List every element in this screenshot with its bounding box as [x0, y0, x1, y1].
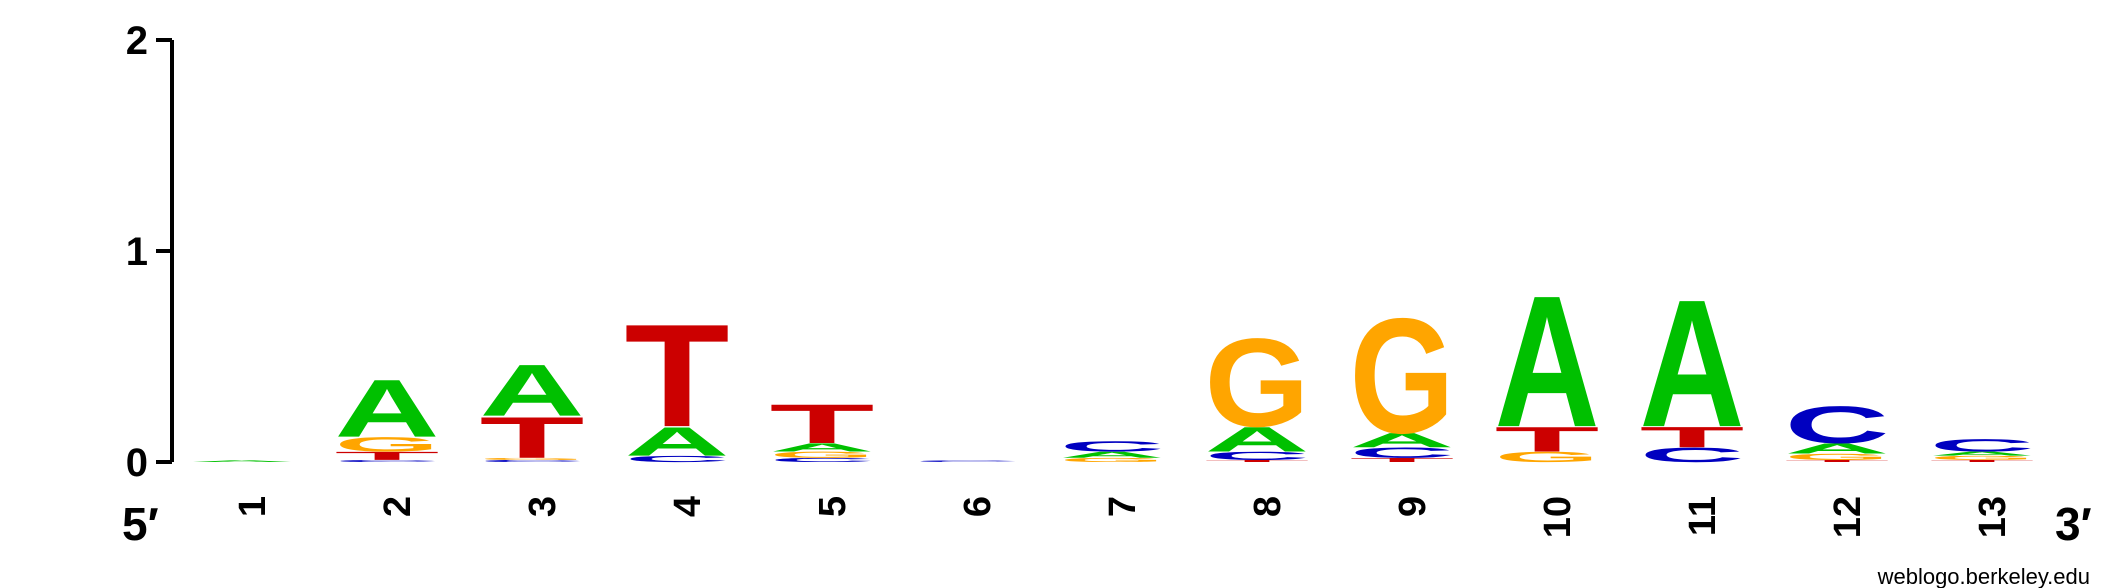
logo-letter-T: T	[1930, 459, 2035, 462]
position-label: 7	[1102, 496, 1144, 517]
logo-letter-C: C	[1350, 444, 1455, 460]
logo-letter-C: C	[1639, 444, 1744, 467]
logo-letter-A: A	[1204, 420, 1309, 459]
logo-stack: GAC	[1060, 438, 1165, 463]
y-tick-label: 1	[126, 230, 148, 274]
logo-letter-T: T	[1495, 420, 1600, 459]
position-label: 4	[667, 496, 709, 517]
logo-letter-G: G	[1205, 312, 1310, 453]
logo-letter-A: A	[479, 350, 584, 431]
logo-stack: A	[190, 460, 295, 463]
logo-letter-A: A	[1785, 440, 1890, 456]
logo-letter-G: G	[770, 450, 875, 460]
logo-letter-A: A	[335, 363, 440, 455]
position-label: 10	[1537, 496, 1579, 538]
logo-letter-C: C	[1205, 449, 1310, 462]
logo-letter-A: A	[1060, 450, 1165, 460]
logo-letter-A: A	[1640, 262, 1745, 465]
position-label: 12	[1827, 496, 1869, 538]
logo-letter-A: A	[625, 418, 730, 464]
logo-letter-G: G	[335, 433, 440, 456]
position-label: 9	[1392, 496, 1434, 517]
position-label: 1	[232, 496, 274, 517]
logo-letter-C: C	[1930, 435, 2035, 455]
logo-letter-C: C	[1784, 396, 1889, 455]
logo-letter-C: C	[480, 459, 585, 462]
logo-letter-G: G	[480, 457, 585, 460]
three-prime-label: 3′	[2055, 498, 2092, 550]
five-prime-label: 5′	[122, 498, 159, 550]
logo-letter-G: G	[1785, 452, 1890, 462]
position-label: 2	[377, 496, 419, 517]
logo-letter-T: T	[335, 449, 440, 462]
logo-letter-G: G	[1930, 455, 2035, 462]
position-label: 8	[1247, 496, 1289, 517]
logo-letter-G: G	[1350, 284, 1455, 468]
position-label: 6	[957, 496, 999, 517]
logo-letter-C: C	[1060, 438, 1165, 454]
logo-letter-A: A	[1930, 450, 2035, 457]
logo-letter-T: T	[480, 405, 585, 470]
position-label: 13	[1972, 496, 2014, 538]
logo-stack: GTA	[1494, 256, 1599, 466]
logo-letter-A: A	[190, 460, 295, 463]
logo-stack: CTA	[1639, 262, 1744, 467]
y-axis-ticks: 0 1 2	[126, 19, 172, 485]
position-label: 3	[522, 496, 564, 517]
logo-letter-T: T	[1205, 459, 1310, 462]
position-label: 11	[1682, 496, 1724, 536]
y-tick-label: 0	[126, 441, 148, 485]
logo-letter-C: C	[335, 459, 440, 462]
logo-stack: C	[915, 460, 1020, 463]
logo-letter-C: C	[915, 460, 1020, 463]
logo-letter-C: C	[625, 454, 730, 464]
position-label: 5	[812, 496, 854, 517]
logo-letter-T: T	[1785, 459, 1890, 462]
logo-letter-G: G	[1060, 457, 1165, 464]
logo-letter-T: T	[770, 393, 875, 455]
logo-letter-A: A	[1494, 256, 1599, 466]
logo-letter-T: T	[625, 293, 730, 457]
position-labels: 1 2 3 4 5 6 7 8 9 10 11 12 13	[232, 496, 2014, 538]
logo-letter-C: C	[770, 457, 875, 464]
logo-letter-A: A	[1349, 429, 1454, 452]
y-tick-label: 2	[126, 19, 148, 63]
logo-stack: CAT	[625, 293, 730, 464]
logo-letter-G: G	[1495, 449, 1600, 465]
logo-letter-T: T	[1350, 457, 1455, 464]
logo-letter-T: T	[1640, 421, 1745, 454]
logo-letter-A: A	[770, 441, 875, 454]
credit-label: weblogo.berkeley.edu	[1877, 564, 2090, 588]
